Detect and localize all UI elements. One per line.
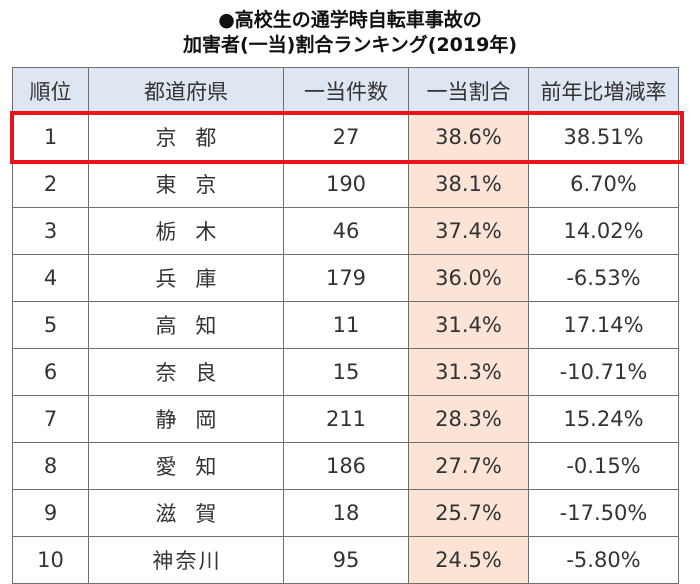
cell-rank: 3 <box>12 207 89 255</box>
cell-yoy: -5.80% <box>528 536 679 584</box>
cell-prefecture: 静岡 <box>88 395 284 443</box>
cell-share: 24.5% <box>408 536 529 584</box>
cell-count: 11 <box>283 301 409 349</box>
cell-count: 211 <box>283 395 409 443</box>
cell-yoy: 15.24% <box>528 395 679 443</box>
cell-yoy: -0.15% <box>528 442 679 490</box>
table-row: 10 神奈川 95 24.5% -5.80% <box>12 536 679 584</box>
cell-rank: 1 <box>12 113 89 161</box>
cell-count: 95 <box>283 536 409 584</box>
cell-count: 179 <box>283 254 409 302</box>
cell-share: 31.4% <box>408 301 529 349</box>
cell-rank: 10 <box>12 536 89 584</box>
cell-rank: 7 <box>12 395 89 443</box>
cell-rank: 9 <box>12 489 89 537</box>
table-row: 3 栃木 46 37.4% 14.02% <box>12 207 679 255</box>
cell-share: 37.4% <box>408 207 529 255</box>
cell-rank: 5 <box>12 301 89 349</box>
table-row: 8 愛知 186 27.7% -0.15% <box>12 442 679 490</box>
cell-share: 38.6% <box>408 113 529 161</box>
cell-rank: 8 <box>12 442 89 490</box>
table-row: 6 奈良 15 31.3% -10.71% <box>12 348 679 396</box>
table-row: 4 兵庫 179 36.0% -6.53% <box>12 254 679 302</box>
cell-count: 15 <box>283 348 409 396</box>
cell-prefecture: 愛知 <box>88 442 284 490</box>
cell-yoy: 38.51% <box>528 113 679 161</box>
title-line-2: 加害者(一当)割合ランキング(2019年) <box>182 34 518 56</box>
cell-count: 46 <box>283 207 409 255</box>
cell-yoy: -6.53% <box>528 254 679 302</box>
chart-title: ●高校生の通学時自転車事故の 加害者(一当)割合ランキング(2019年) <box>0 8 700 58</box>
cell-prefecture: 東京 <box>88 160 284 208</box>
cell-prefecture: 奈良 <box>88 348 284 396</box>
header-row: 順位 都道府県 一当件数 一当割合 前年比増減率 <box>12 67 679 114</box>
cell-prefecture: 神奈川 <box>88 536 284 584</box>
cell-yoy: 6.70% <box>528 160 679 208</box>
header-share: 一当割合 <box>408 67 529 114</box>
cell-rank: 2 <box>12 160 89 208</box>
table-row: 5 高知 11 31.4% 17.14% <box>12 301 679 349</box>
cell-share: 36.0% <box>408 254 529 302</box>
cell-share: 27.7% <box>408 442 529 490</box>
cell-prefecture: 栃木 <box>88 207 284 255</box>
cell-count: 27 <box>283 113 409 161</box>
table-row: 2 東京 190 38.1% 6.70% <box>12 160 679 208</box>
cell-count: 186 <box>283 442 409 490</box>
header-count: 一当件数 <box>283 67 409 114</box>
cell-count: 190 <box>283 160 409 208</box>
table-body: 1 京都 27 38.6% 38.51% 2 東京 190 38.1% 6.70% 3 栃木 46 37.… <box>12 113 679 584</box>
cell-share: 25.7% <box>408 489 529 537</box>
cell-yoy: -17.50% <box>528 489 679 537</box>
header-prefecture: 都道府県 <box>88 67 284 114</box>
title-line-1: ●高校生の通学時自転車事故の <box>218 9 482 31</box>
table-row: 1 京都 27 38.6% 38.51% <box>12 113 679 161</box>
cell-yoy: 17.14% <box>528 301 679 349</box>
cell-rank: 6 <box>12 348 89 396</box>
cell-yoy: -10.71% <box>528 348 679 396</box>
cell-yoy: 14.02% <box>528 207 679 255</box>
header-yoy: 前年比増減率 <box>528 67 679 114</box>
cell-prefecture: 高知 <box>88 301 284 349</box>
cell-count: 18 <box>283 489 409 537</box>
cell-share: 28.3% <box>408 395 529 443</box>
cell-share: 31.3% <box>408 348 529 396</box>
table-row: 9 滋賀 18 25.7% -17.50% <box>12 489 679 537</box>
cell-share: 38.1% <box>408 160 529 208</box>
table-row: 7 静岡 211 28.3% 15.24% <box>12 395 679 443</box>
header-rank: 順位 <box>12 67 89 114</box>
cell-prefecture: 兵庫 <box>88 254 284 302</box>
cell-rank: 4 <box>12 254 89 302</box>
cell-prefecture: 京都 <box>88 113 284 161</box>
ranking-table: 順位 都道府県 一当件数 一当割合 前年比増減率 1 京都 27 38.6% 38.51… <box>12 67 679 584</box>
cell-prefecture: 滋賀 <box>88 489 284 537</box>
